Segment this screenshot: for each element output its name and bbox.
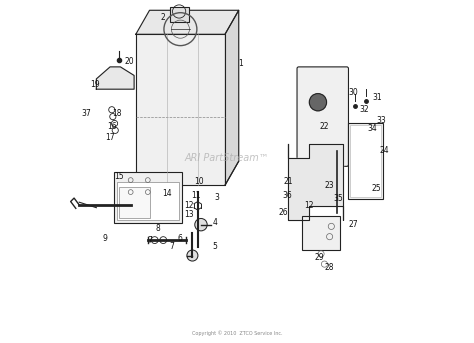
- Text: 10: 10: [194, 177, 204, 186]
- Text: ARI PartStream™: ARI PartStream™: [184, 153, 269, 163]
- Text: 12: 12: [184, 201, 194, 210]
- Text: 13: 13: [184, 210, 194, 219]
- Text: 24: 24: [380, 146, 389, 155]
- Text: 15: 15: [114, 172, 124, 181]
- Circle shape: [187, 250, 198, 261]
- Text: 7: 7: [169, 243, 174, 251]
- FancyBboxPatch shape: [118, 187, 149, 218]
- Text: 6: 6: [178, 234, 183, 243]
- Text: 12: 12: [304, 201, 314, 210]
- Polygon shape: [136, 10, 239, 34]
- Text: 31: 31: [373, 93, 383, 102]
- Text: 20: 20: [124, 57, 134, 66]
- Text: 28: 28: [325, 263, 334, 272]
- FancyBboxPatch shape: [117, 182, 179, 220]
- Text: 17: 17: [105, 133, 115, 142]
- Text: 22: 22: [320, 122, 329, 131]
- Text: 35: 35: [333, 194, 343, 203]
- Text: 1: 1: [238, 59, 243, 68]
- Text: 32: 32: [359, 105, 369, 114]
- Text: Copyright © 2010  ZTCO Service Inc.: Copyright © 2010 ZTCO Service Inc.: [192, 331, 282, 336]
- Text: 26: 26: [279, 208, 288, 217]
- Text: 5: 5: [212, 243, 217, 251]
- Text: 34: 34: [368, 124, 377, 133]
- Text: 27: 27: [349, 220, 358, 229]
- FancyBboxPatch shape: [348, 123, 383, 199]
- FancyBboxPatch shape: [302, 216, 340, 250]
- FancyBboxPatch shape: [113, 172, 182, 223]
- Text: 25: 25: [371, 184, 381, 193]
- Text: 11: 11: [191, 191, 201, 200]
- Text: 7: 7: [147, 236, 152, 245]
- Text: 23: 23: [325, 181, 335, 190]
- Text: 36: 36: [283, 191, 292, 200]
- Text: 8: 8: [156, 224, 161, 233]
- Text: 19: 19: [90, 80, 100, 88]
- Text: 2: 2: [161, 13, 165, 22]
- Polygon shape: [136, 34, 225, 185]
- Circle shape: [195, 218, 207, 231]
- Text: 3: 3: [214, 193, 219, 202]
- FancyBboxPatch shape: [170, 7, 189, 22]
- Text: 37: 37: [81, 109, 91, 118]
- Text: 14: 14: [162, 189, 172, 198]
- Polygon shape: [289, 144, 343, 220]
- Text: 21: 21: [283, 177, 292, 186]
- FancyBboxPatch shape: [297, 67, 348, 166]
- Text: 29: 29: [315, 253, 324, 262]
- Polygon shape: [96, 67, 134, 89]
- Text: 33: 33: [376, 116, 386, 125]
- Text: 9: 9: [102, 234, 108, 243]
- Text: 30: 30: [349, 88, 358, 97]
- Circle shape: [310, 94, 327, 111]
- Text: 18: 18: [112, 109, 122, 118]
- FancyBboxPatch shape: [350, 125, 381, 197]
- Text: 4: 4: [212, 218, 217, 227]
- Text: 16: 16: [107, 122, 117, 131]
- Polygon shape: [225, 10, 239, 185]
